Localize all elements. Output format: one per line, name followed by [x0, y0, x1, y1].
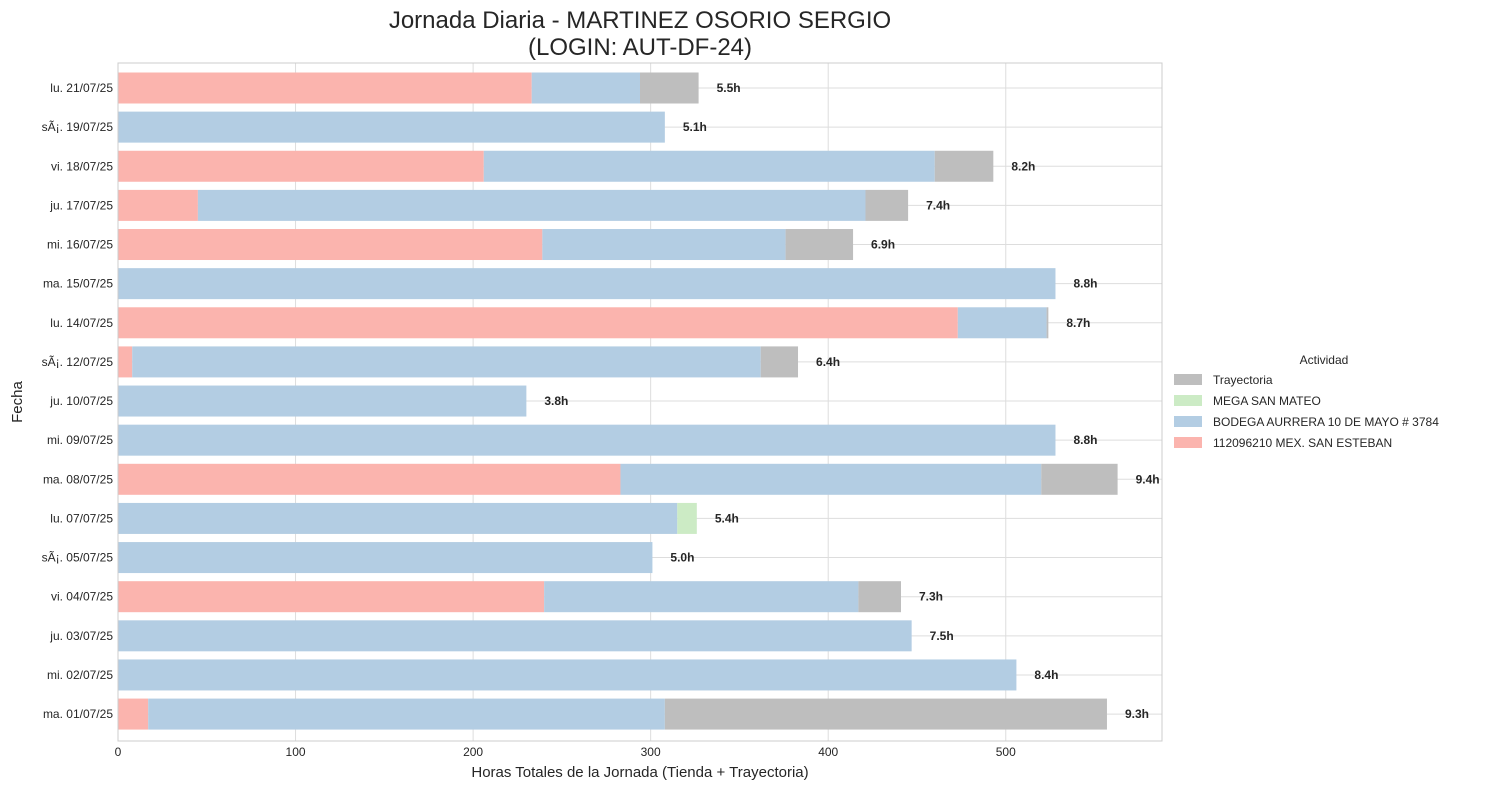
- bar-segment: [531, 72, 640, 104]
- bar-segment: [118, 463, 621, 495]
- data-label: 8.7h: [1066, 316, 1090, 330]
- x-tick-label: 100: [286, 745, 306, 759]
- legend-swatch: [1174, 374, 1202, 385]
- bar-segment: [760, 346, 799, 378]
- bar-segment: [118, 542, 653, 574]
- data-label: 7.5h: [930, 629, 954, 643]
- y-tick-label: sÃ¡. 05/07/25: [42, 551, 114, 565]
- bar-segment: [677, 502, 697, 534]
- chart-title-line2: (LOGIN: AUT-DF-24): [528, 34, 752, 61]
- bar-segment: [148, 698, 665, 730]
- data-label: 5.5h: [717, 81, 741, 95]
- bar-segment: [118, 189, 198, 221]
- legend-swatch: [1174, 437, 1202, 448]
- legend-entry-label: 112096210 MEX. SAN ESTEBAN: [1213, 436, 1392, 450]
- bar-segment: [118, 659, 1017, 691]
- data-label: 9.4h: [1136, 472, 1160, 486]
- legend-entry-label: MEGA SAN MATEO: [1213, 394, 1321, 408]
- y-axis-label: Fecha: [9, 381, 26, 423]
- bar-segment: [118, 150, 484, 182]
- legend-entry-label: Trayectoria: [1213, 373, 1273, 387]
- legend-entry-label: BODEGA AURRERA 10 DE MAYO # 3784: [1213, 415, 1439, 429]
- y-tick-label: ma. 08/07/25: [43, 472, 113, 486]
- y-tick-label: mi. 16/07/25: [47, 238, 113, 252]
- bar-segment: [118, 424, 1056, 456]
- bar-segment: [1041, 463, 1118, 495]
- bar-segment: [118, 229, 543, 261]
- y-tick-label: lu. 14/07/25: [50, 316, 113, 330]
- bar-segment: [118, 72, 532, 104]
- data-label: 7.4h: [926, 198, 950, 212]
- bar-segment: [118, 620, 912, 652]
- data-label: 6.9h: [871, 238, 895, 252]
- x-tick-label: 400: [818, 745, 838, 759]
- data-label: 8.4h: [1034, 668, 1058, 682]
- y-tick-label: ju. 03/07/25: [49, 629, 113, 643]
- x-tick-label: 500: [996, 745, 1016, 759]
- bar-segment: [934, 150, 994, 182]
- bar-segment: [197, 189, 866, 221]
- legend-title: Actividad: [1300, 353, 1349, 367]
- x-tick-label: 300: [641, 745, 661, 759]
- y-tick-labels: lu. 21/07/25 sÃ¡. 19/07/25 vi. 18/07/25 ju.…: [42, 81, 114, 721]
- bar-segment: [544, 581, 859, 613]
- bar-segment: [118, 698, 149, 730]
- y-tick-label: mi. 02/07/25: [47, 668, 113, 682]
- data-label: 5.4h: [715, 511, 739, 525]
- data-label: 9.3h: [1125, 707, 1149, 721]
- legend-swatch: [1174, 416, 1202, 427]
- data-label: 7.3h: [919, 590, 943, 604]
- bar-segment: [132, 346, 761, 378]
- y-tick-label: sÃ¡. 12/07/25: [42, 355, 114, 369]
- y-tick-label: ju. 17/07/25: [49, 198, 113, 212]
- data-label: 8.8h: [1073, 277, 1097, 291]
- bar-segment: [957, 307, 1047, 339]
- legend-swatch: [1174, 395, 1202, 406]
- y-tick-label: sÃ¡. 19/07/25: [42, 120, 114, 134]
- bar-segment: [785, 229, 854, 261]
- bar-segment: [640, 72, 699, 104]
- data-label: 8.8h: [1073, 433, 1097, 447]
- data-label: 6.4h: [816, 355, 840, 369]
- bar-segment: [118, 268, 1056, 300]
- bar-segment: [664, 698, 1107, 730]
- legend: Actividad Trayectoria MEGA SAN MATEO BODEG…: [1174, 353, 1439, 450]
- bar-segment: [118, 307, 958, 339]
- y-tick-label: vi. 18/07/25: [51, 159, 113, 173]
- bar-segment: [118, 502, 678, 534]
- x-tick-label: 0: [115, 745, 122, 759]
- data-label: 5.1h: [683, 120, 707, 134]
- y-tick-label: mi. 09/07/25: [47, 433, 113, 447]
- bar-segment: [483, 150, 935, 182]
- bar-segment: [542, 229, 786, 261]
- bar-segment: [865, 189, 909, 221]
- x-tick-labels: 0 100 200 300 400 500: [115, 745, 1016, 759]
- y-tick-label: ma. 15/07/25: [43, 277, 113, 291]
- bars: [118, 72, 1118, 730]
- bar-segment: [858, 581, 901, 613]
- y-tick-label: ju. 10/07/25: [49, 394, 113, 408]
- x-tick-label: 200: [463, 745, 483, 759]
- bar-segment: [118, 111, 665, 143]
- plot-frame: [117, 62, 1163, 742]
- data-label: 5.0h: [670, 551, 694, 565]
- y-tick-label: ma. 01/07/25: [43, 707, 113, 721]
- bar-segment: [620, 463, 1042, 495]
- y-tick-label: lu. 07/07/25: [50, 511, 113, 525]
- bar-segment: [118, 581, 545, 613]
- chart-title-line1: Jornada Diaria - MARTINEZ OSORIO SERGIO: [389, 7, 891, 34]
- y-tick-label: lu. 21/07/25: [50, 81, 113, 95]
- x-axis-label: Horas Totales de la Jornada (Tienda + Tr…: [471, 764, 808, 781]
- data-labels: 5.5h 5.1h 8.2h 7.4h 6.9h 8.8h 8.7h 6.4h 3.8h 8.8h…: [544, 81, 1159, 721]
- y-tick-label: vi. 04/07/25: [51, 590, 113, 604]
- bar-segment: [118, 385, 527, 417]
- data-label: 3.8h: [544, 394, 568, 408]
- data-label: 8.2h: [1011, 159, 1035, 173]
- bar-segment: [118, 346, 133, 378]
- bar-segment: [1046, 307, 1049, 339]
